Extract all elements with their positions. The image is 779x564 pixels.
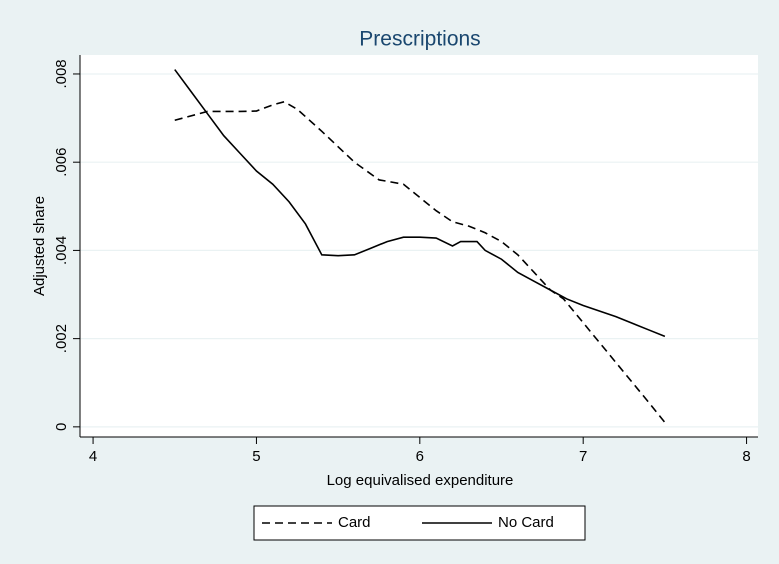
chart-title: Prescriptions (359, 28, 480, 51)
plot-area (80, 55, 758, 437)
y-tick-label: .002 (53, 324, 70, 353)
series-line (174, 69, 666, 338)
y-tick-label: 0 (53, 423, 70, 431)
series-line (174, 100, 666, 423)
x-tick-label: 7 (579, 448, 587, 465)
legend-label: No Card (498, 514, 554, 531)
y-tick-label: .004 (53, 236, 70, 265)
x-tick-label: 8 (742, 448, 750, 465)
x-tick-label: 6 (416, 448, 424, 465)
x-axis-label: Log equivalised expenditure (327, 472, 514, 489)
y-tick-label: .008 (53, 59, 70, 88)
legend (253, 505, 586, 541)
y-tick-label: .006 (53, 148, 70, 177)
legend-label: Card (338, 514, 371, 531)
x-tick-label: 5 (252, 448, 260, 465)
x-tick-label: 4 (89, 448, 97, 465)
y-axis-label: Adjusted share (31, 196, 48, 296)
